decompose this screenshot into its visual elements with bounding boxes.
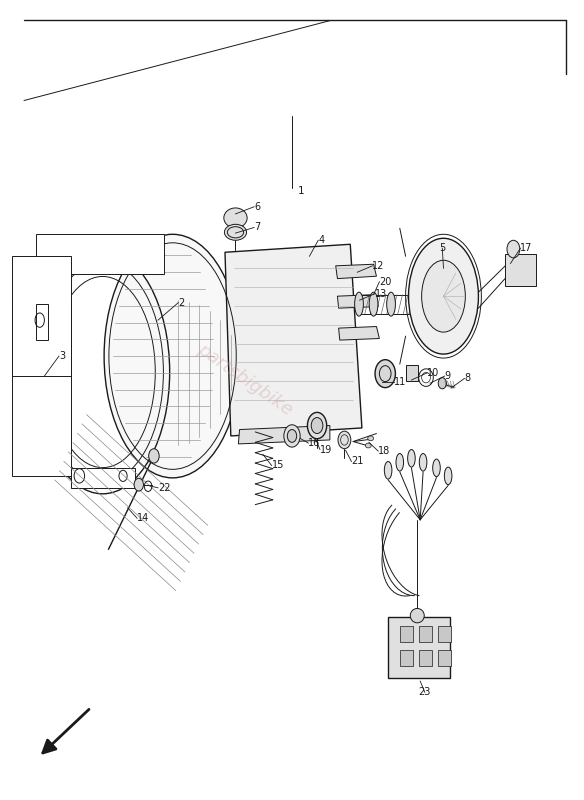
Text: 14: 14 — [137, 513, 150, 523]
Text: 5: 5 — [439, 243, 446, 254]
Ellipse shape — [384, 462, 392, 479]
Ellipse shape — [354, 292, 363, 316]
Bar — [400, 626, 413, 642]
Bar — [438, 650, 451, 666]
Ellipse shape — [224, 208, 247, 228]
Ellipse shape — [104, 234, 241, 478]
Polygon shape — [225, 244, 362, 436]
Text: 12: 12 — [373, 261, 385, 271]
Bar — [71, 468, 135, 488]
Text: 4: 4 — [318, 235, 324, 246]
Bar — [400, 650, 413, 666]
Text: 23: 23 — [419, 687, 431, 698]
Ellipse shape — [419, 454, 427, 471]
Text: 20: 20 — [380, 277, 392, 287]
Text: 7: 7 — [254, 222, 260, 233]
Ellipse shape — [74, 469, 85, 483]
Text: 2: 2 — [178, 298, 185, 307]
Ellipse shape — [387, 292, 395, 316]
Ellipse shape — [408, 450, 415, 467]
Ellipse shape — [396, 454, 404, 471]
Polygon shape — [336, 264, 377, 278]
Bar — [12, 256, 71, 376]
Ellipse shape — [287, 430, 297, 442]
Text: 8: 8 — [464, 374, 471, 383]
Ellipse shape — [338, 431, 351, 449]
Ellipse shape — [366, 443, 371, 448]
Ellipse shape — [149, 449, 159, 463]
Text: 19: 19 — [320, 445, 332, 454]
Polygon shape — [338, 294, 378, 308]
Text: 3: 3 — [59, 351, 65, 361]
Text: 16: 16 — [308, 438, 321, 448]
FancyBboxPatch shape — [505, 254, 536, 286]
Text: 15: 15 — [272, 461, 284, 470]
Text: 22: 22 — [158, 483, 171, 493]
Bar — [36, 234, 164, 274]
Text: 21: 21 — [352, 457, 364, 466]
Ellipse shape — [444, 467, 452, 485]
Ellipse shape — [422, 260, 465, 332]
Ellipse shape — [369, 292, 378, 316]
Ellipse shape — [411, 609, 424, 623]
Bar — [419, 650, 432, 666]
Ellipse shape — [438, 378, 446, 389]
Ellipse shape — [284, 425, 300, 447]
Ellipse shape — [307, 412, 326, 438]
Text: 10: 10 — [427, 368, 439, 378]
Text: 17: 17 — [520, 243, 533, 254]
Ellipse shape — [368, 436, 374, 441]
FancyBboxPatch shape — [388, 618, 450, 678]
Ellipse shape — [311, 418, 323, 434]
Bar — [406, 365, 418, 381]
Text: partsbigbike: partsbigbike — [194, 341, 296, 419]
Text: 1: 1 — [298, 186, 304, 196]
Text: 18: 18 — [378, 446, 391, 456]
Polygon shape — [238, 426, 330, 444]
Text: 6: 6 — [254, 202, 260, 212]
Bar — [36, 304, 48, 340]
Ellipse shape — [224, 224, 246, 240]
Ellipse shape — [409, 238, 478, 354]
Ellipse shape — [507, 240, 520, 258]
Bar — [419, 626, 432, 642]
Text: 11: 11 — [394, 377, 406, 386]
Bar — [12, 300, 71, 476]
Polygon shape — [339, 326, 380, 340]
Ellipse shape — [433, 459, 440, 477]
Text: 13: 13 — [375, 289, 387, 298]
Ellipse shape — [119, 470, 127, 482]
Ellipse shape — [134, 478, 144, 491]
Bar — [438, 626, 451, 642]
Text: 9: 9 — [444, 371, 451, 381]
Ellipse shape — [375, 360, 395, 388]
